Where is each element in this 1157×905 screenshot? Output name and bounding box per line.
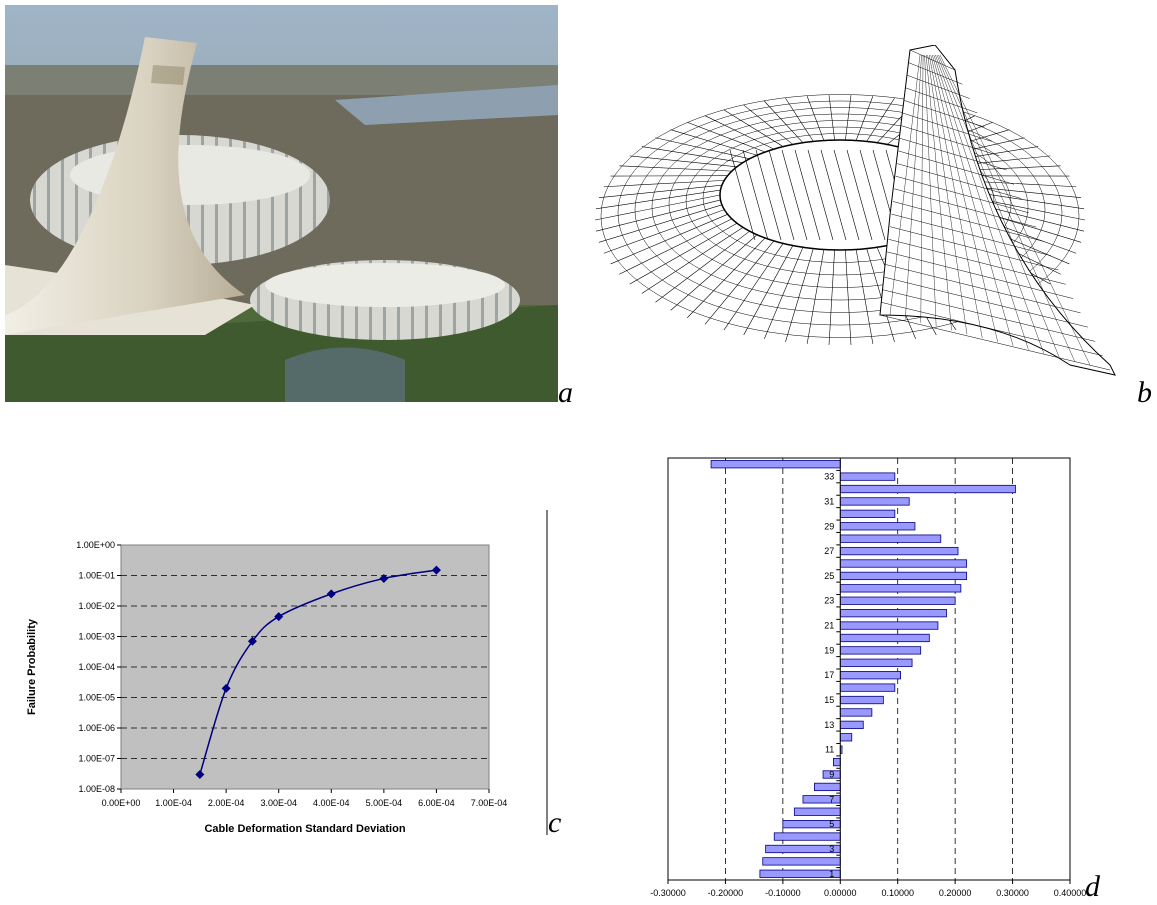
category-label: 33 (824, 472, 834, 482)
category-label: 15 (824, 695, 834, 705)
y-tick-label: 1.00E-02 (78, 601, 115, 611)
category-label: 21 (824, 621, 834, 631)
panel-letter-d: d (1085, 872, 1100, 902)
category-label: 9 (829, 770, 834, 780)
category-label: 1 (829, 869, 834, 879)
bar (840, 659, 912, 666)
category-label: 11 (825, 745, 834, 755)
y-tick-label: 1.00E-05 (78, 693, 115, 703)
y-tick-label: 1.00E+00 (76, 540, 115, 550)
panel-letter-a: a (558, 378, 573, 408)
bar (840, 572, 966, 579)
bar (840, 597, 955, 604)
bar (774, 833, 840, 840)
x-tick-label: -0.20000 (708, 888, 744, 898)
x-tick-label: 7.00E-04 (471, 798, 508, 808)
y-tick-label: 1.00E-07 (78, 754, 115, 764)
x-tick-label: 0.00E+00 (102, 798, 141, 808)
category-label: 27 (824, 546, 834, 556)
bar (840, 684, 895, 691)
x-tick-label: 0.00000 (824, 888, 857, 898)
category-label: 13 (824, 720, 834, 730)
x-tick-label: 2.00E-04 (208, 798, 245, 808)
plot-area (668, 458, 1070, 880)
bar (840, 622, 938, 629)
bar (760, 870, 840, 877)
bar (840, 510, 895, 517)
bar (840, 696, 883, 703)
x-axis-label: Cable Deformation Standard Deviation (204, 823, 405, 835)
y-tick-label: 1.00E-03 (78, 632, 115, 642)
x-tick-label: 1.00E-04 (155, 798, 192, 808)
y-tick-label: 1.00E-08 (78, 784, 115, 794)
x-tick-label: 0.40000 (1054, 888, 1087, 898)
failure-probability-chart: 1.00E-08 1.00E-07 1.00E-06 1.00E-05 1.00E-04… (20, 505, 560, 835)
bar (840, 485, 1015, 492)
stadium-photo (5, 5, 558, 402)
stadium-wireframe (590, 45, 1130, 395)
category-label: 17 (824, 670, 834, 680)
category-label: 31 (824, 496, 834, 506)
bar (833, 758, 840, 765)
y-tick-label: 1.00E-01 (78, 571, 115, 581)
bar (840, 647, 920, 654)
bar (803, 796, 840, 803)
bar (763, 858, 841, 865)
bar (840, 473, 895, 480)
x-tick-label: 4.00E-04 (313, 798, 350, 808)
category-label: 3 (829, 844, 834, 854)
bar (814, 783, 840, 790)
bar (840, 634, 929, 641)
x-tick-label: 0.20000 (939, 888, 972, 898)
bar (840, 734, 851, 741)
x-tick-label: -0.30000 (650, 888, 686, 898)
category-label: 29 (824, 521, 834, 531)
bar (840, 535, 941, 542)
x-tick-label: 0.30000 (996, 888, 1029, 898)
bar (711, 460, 840, 467)
x-tick-label: 5.00E-04 (366, 798, 403, 808)
bar (794, 808, 840, 815)
category-label: 19 (824, 645, 834, 655)
x-tick-label: -0.10000 (765, 888, 801, 898)
y-axis-label: Failure Probability (26, 618, 38, 715)
category-label: 5 (829, 819, 834, 829)
x-tick-label: 3.00E-04 (260, 798, 297, 808)
y-tick-label: 1.00E-04 (78, 662, 115, 672)
bar (840, 560, 966, 567)
bar (840, 547, 958, 554)
bar (840, 498, 909, 505)
bar (840, 671, 900, 678)
x-tick-label: 0.10000 (881, 888, 914, 898)
bar (840, 609, 946, 616)
bar (840, 523, 915, 530)
panel-letter-c: c (548, 808, 561, 838)
bar (840, 709, 872, 716)
panel-letter-b: b (1137, 378, 1152, 408)
x-tick-label: 6.00E-04 (418, 798, 455, 808)
category-label: 23 (824, 596, 834, 606)
category-label: 25 (824, 571, 834, 581)
category-label: 7 (829, 794, 834, 804)
bar (840, 721, 863, 728)
bar (840, 585, 961, 592)
y-tick-label: 1.00E-06 (78, 723, 115, 733)
